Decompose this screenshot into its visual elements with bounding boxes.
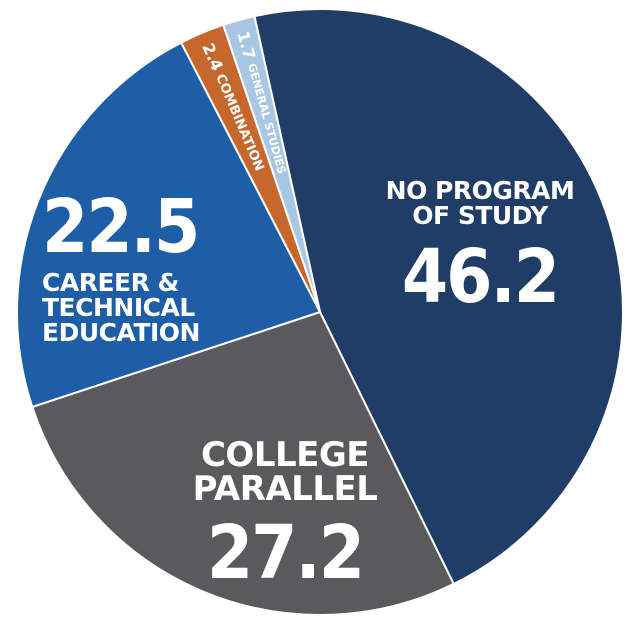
value-label: 27.2 [206,510,365,596]
value-label: 22.5 [42,184,200,270]
slice-label: NO PROGRAM OF STUDY 46.2 [360,178,600,314]
value-label: 46.2 [401,234,560,320]
category-label: COLLEGE PARALLEL [192,435,378,509]
slice-label: 22.5 CAREER & TECHNICAL EDUCATION [42,190,262,345]
slice-label: COLLEGE PARALLEL 27.2 [170,438,400,590]
pie-slice [30,310,456,616]
category-label: NO PROGRAM OF STUDY [385,176,575,230]
pie-slice [221,14,321,313]
pie-slice [16,41,322,409]
pie-slice [253,8,624,586]
category-label: CAREER & TECHNICAL EDUCATION [42,268,200,347]
